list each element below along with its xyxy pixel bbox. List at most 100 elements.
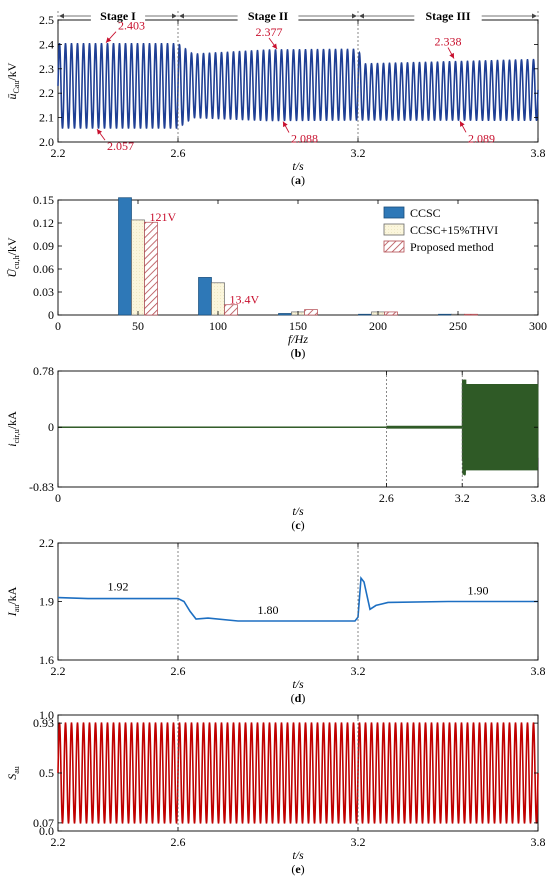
annotation-a-label: 2.377 — [256, 25, 283, 39]
bar-proposed-method — [304, 309, 318, 316]
panel-label-letter: e — [295, 862, 301, 876]
x-tick-label: 3.2 — [455, 491, 470, 505]
bar-ccsc — [198, 277, 212, 316]
annotation-a-2-arrow-head — [271, 43, 277, 50]
y-axis-label-main: i — [5, 443, 19, 446]
y-tick-label: 0.15 — [33, 193, 54, 207]
stage-arrow-right — [352, 13, 357, 19]
x-tick-label: 100 — [209, 319, 227, 333]
x-tick-label: 300 — [529, 319, 547, 333]
x-axis-label: f/Hz — [288, 332, 308, 346]
legend-swatch — [383, 206, 405, 219]
bar-proposed-method — [144, 221, 158, 316]
y-tick-label: 2.3 — [39, 62, 54, 76]
legend-label: CCSC+15%THVI — [410, 223, 498, 237]
y-axis-label-main: Ū — [5, 268, 19, 278]
panel-label-letter: d — [295, 691, 302, 705]
annotation-a-label: 2.057 — [107, 139, 134, 153]
y-tick-label: -0.83 — [29, 480, 54, 494]
annotation-a-label: 2.403 — [118, 19, 145, 33]
y-tick-label: 0 — [48, 308, 54, 322]
panel-label-c: (c) — [291, 518, 304, 532]
panel-label-b: (b) — [291, 346, 306, 360]
x-tick-label: 2.6 — [171, 146, 186, 160]
annotation-a-3-arrow-head — [283, 121, 288, 128]
bar-ccsc — [358, 313, 372, 316]
legend-label: Proposed method — [410, 240, 494, 254]
y-tick-label: 0.78 — [33, 364, 54, 378]
y-tick-label: 1.0 — [39, 708, 54, 722]
panel-label-d: (d) — [291, 691, 306, 705]
x-tick-label: 150 — [289, 319, 307, 333]
series-line-sau — [57, 722, 539, 824]
legend-swatch — [383, 240, 405, 253]
legend-label: CCSC — [410, 206, 441, 220]
y-axis-label: Iau/kA — [5, 586, 21, 617]
y-tick-label: 2.1 — [39, 111, 54, 125]
stage-arrow-right — [172, 13, 177, 19]
x-tick-label: 0 — [55, 319, 61, 333]
x-tick-label: 3.8 — [531, 491, 546, 505]
annotation-a-label: 2.088 — [291, 132, 318, 146]
x-tick-label: 50 — [132, 319, 144, 333]
y-tick-label: 0.0 — [39, 824, 54, 838]
series-band-stage1 — [58, 426, 387, 428]
y-axis-label: Ūcu,h/kV — [5, 237, 21, 278]
y-axis-label-sub: au — [12, 605, 21, 613]
bar-ccsc — [438, 313, 452, 316]
panel-label-letter: a — [295, 173, 301, 187]
stage-label-bg — [414, 9, 482, 23]
annotation-a-5-arrow-head — [460, 121, 465, 127]
x-tick-label: 2.6 — [171, 664, 186, 678]
y-tick-label: 0.09 — [33, 239, 54, 253]
y-tick-label: 1.9 — [39, 595, 54, 609]
bar-ccsc-15-thvi — [131, 219, 145, 316]
x-tick-label: 250 — [449, 319, 467, 333]
x-tick-label: 3.2 — [351, 835, 366, 849]
x-tick-label: 3.2 — [351, 664, 366, 678]
y-tick-label: 2.2 — [39, 86, 54, 100]
x-tick-label: 2.2 — [51, 146, 66, 160]
bar-value-label: 121V — [150, 210, 177, 224]
annotation-a-label: 2.338 — [435, 35, 462, 49]
stage-label: Stage III — [425, 9, 470, 23]
x-tick-label: 3.2 — [351, 146, 366, 160]
series-line-icir — [461, 379, 539, 475]
y-axis-label: ūCau/kV — [5, 62, 21, 99]
y-tick-label: 1.6 — [39, 653, 54, 667]
panel-label-e: (e) — [291, 862, 304, 876]
y-tick-label: 0.12 — [33, 216, 54, 230]
x-tick-label: 3.8 — [531, 664, 546, 678]
stage-label-bg — [237, 9, 299, 23]
x-tick-label: 2.2 — [51, 664, 66, 678]
y-axis-label-sub: cir,u — [12, 429, 21, 443]
y-axis-label-unit: /kA — [5, 411, 19, 429]
y-axis-label-main: I — [5, 611, 19, 617]
y-axis-label-main: ū — [5, 93, 19, 99]
annotation-a-label: 2.089 — [468, 131, 495, 145]
bar-proposed-method — [224, 304, 238, 316]
x-tick-label: 2.2 — [51, 835, 66, 849]
y-axis-label-main: S — [5, 774, 19, 780]
y-tick-label: 0.03 — [33, 285, 54, 299]
x-axis-label: t/s — [292, 677, 304, 691]
y-tick-label: 2.2 — [39, 536, 54, 550]
x-tick-label: 3.8 — [531, 835, 546, 849]
stage-label-bg — [90, 9, 146, 23]
y-axis-label-unit: /kV — [5, 62, 19, 80]
y-axis-label-sub: cu,h — [12, 255, 21, 269]
stage-label: Stage II — [248, 9, 289, 23]
y-tick-label: 0.5 — [39, 766, 54, 780]
panel-label-a: (a) — [291, 173, 305, 187]
x-tick-label: 2.6 — [379, 491, 394, 505]
y-tick-label: 0 — [48, 420, 54, 434]
stage-arrow-right — [532, 13, 537, 19]
y-axis-label-sub: au — [12, 766, 21, 774]
annotation-a-0-arrow-head — [106, 37, 112, 43]
annotation-a-4-arrow-head — [449, 52, 454, 59]
x-tick-label: 3.8 — [531, 146, 546, 160]
y-tick-label: 0.93 — [33, 716, 54, 730]
y-tick-label: 0.06 — [33, 262, 54, 276]
